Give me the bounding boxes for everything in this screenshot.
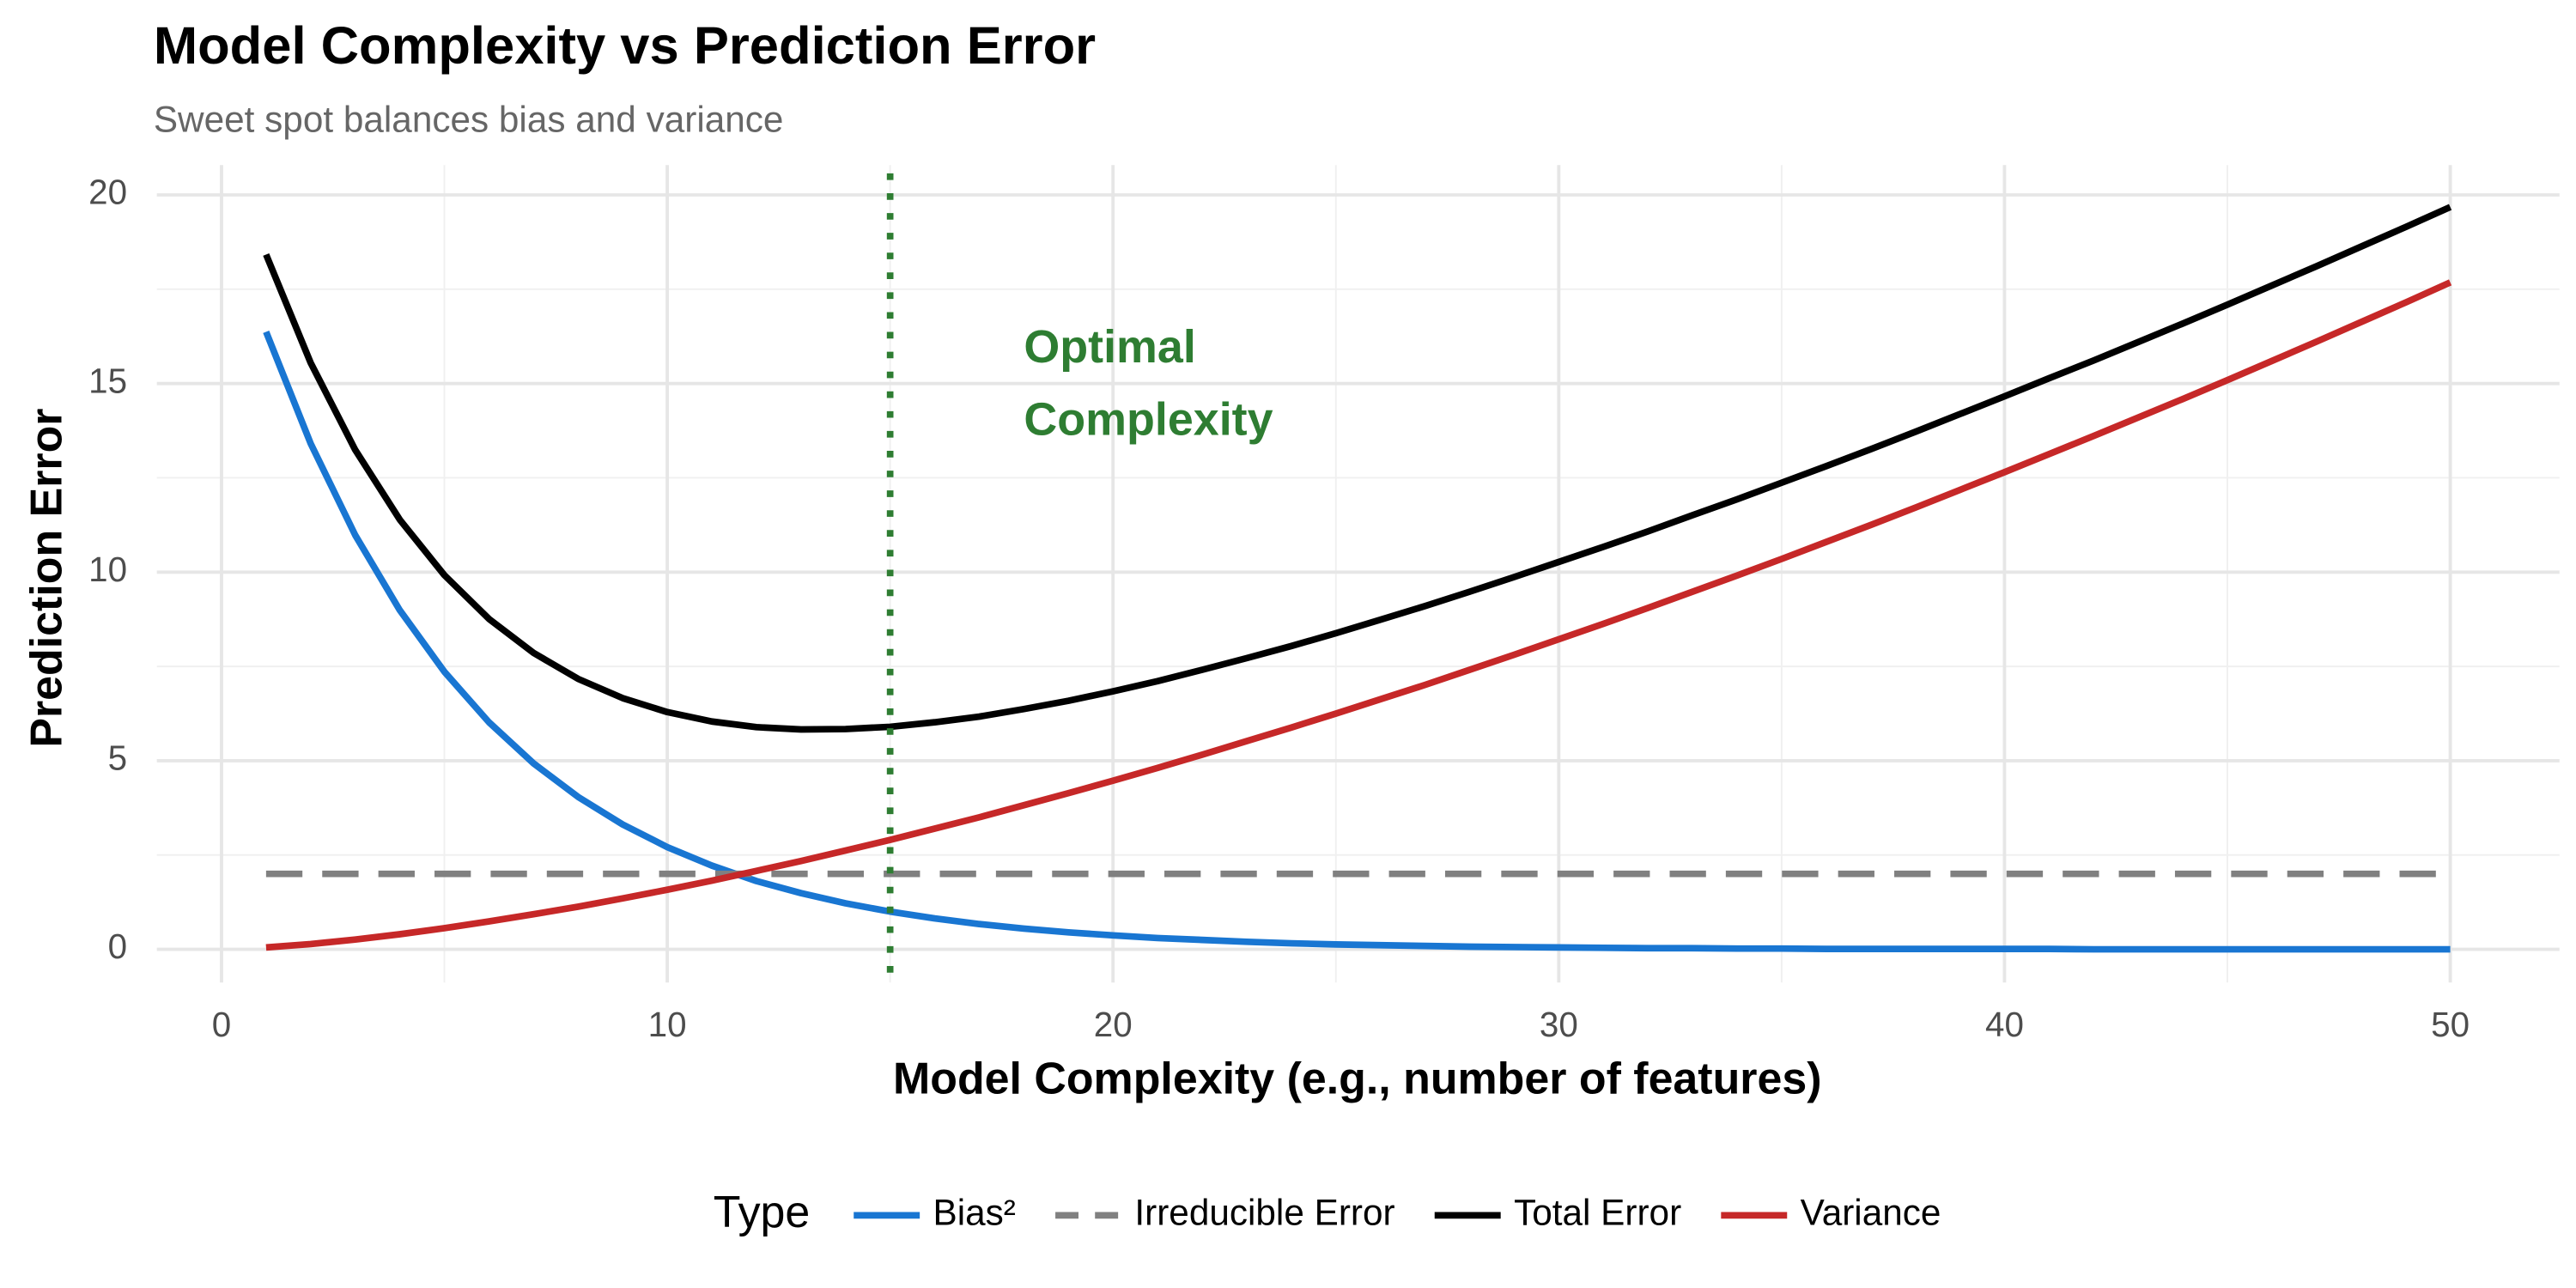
legend-label: Total Error — [1514, 1193, 1681, 1233]
y-tick-label: 20 — [88, 173, 127, 212]
x-tick-label: 50 — [2431, 1005, 2470, 1044]
series-line — [263, 331, 2451, 953]
plot-area: Optimal Complexity — [263, 173, 2452, 983]
y-tick-label: 10 — [88, 550, 127, 589]
legend-label: Irreducible Error — [1134, 1193, 1394, 1233]
series-line — [263, 204, 2452, 733]
y-tick-label: 15 — [88, 361, 127, 400]
y-tick-label: 5 — [108, 738, 127, 778]
grid: 0 5 10 15 20 0 10 20 30 40 50 — [88, 165, 2560, 1044]
legend-title: Type — [714, 1188, 811, 1237]
series-line — [265, 279, 2452, 951]
x-axis-label: Model Complexity (e.g., number of featur… — [893, 1054, 1822, 1103]
y-tick-label: 0 — [108, 927, 127, 966]
legend-label: Variance — [1801, 1193, 1941, 1233]
x-tick-label: 20 — [1094, 1005, 1133, 1044]
annotation: Optimal — [1024, 321, 1195, 373]
x-tick-label: 0 — [212, 1005, 231, 1044]
x-tick-label: 30 — [1540, 1005, 1578, 1044]
y-axis-label: Prediction Error — [21, 408, 71, 747]
x-tick-label: 40 — [1985, 1005, 2024, 1044]
legend: Type Bias² Irreducible Error Total Error Var… — [714, 1188, 1941, 1237]
chart-subtitle: Sweet spot balances bias and variance — [154, 99, 784, 139]
x-tick-label: 10 — [648, 1005, 687, 1044]
annotation: Complexity — [1024, 394, 1273, 446]
legend-label: Bias² — [933, 1193, 1016, 1233]
chart-title: Model Complexity vs Prediction Error — [154, 16, 1096, 76]
